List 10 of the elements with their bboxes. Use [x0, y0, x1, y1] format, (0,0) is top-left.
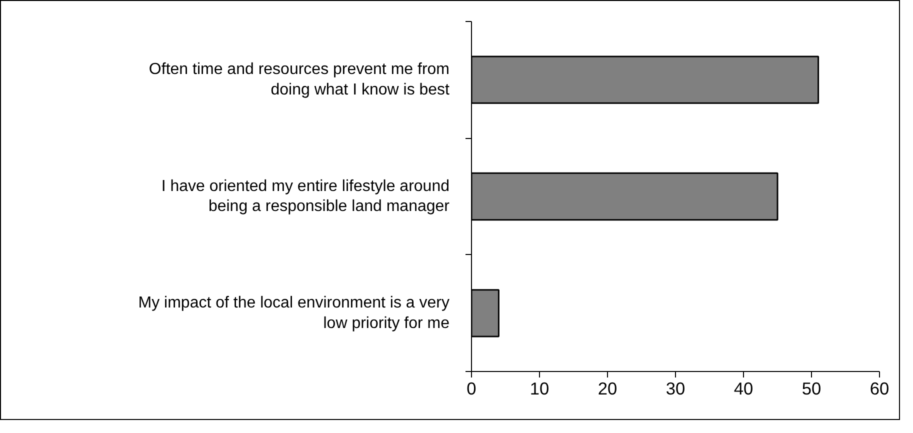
x-tick-label: 60 [870, 378, 890, 398]
y-tick-label: I have oriented my entire lifestyle around being a responsible land manager [161, 178, 450, 216]
y-tick-label: Often time and resources prevent me from doing what I know is best [148, 61, 450, 99]
x-tick-label: 20 [598, 378, 618, 398]
x-tick-label: 50 [802, 378, 822, 398]
x-tick-label: 30 [666, 378, 686, 398]
y-tick-label: My impact of the local environment is a very low priority for me [138, 294, 450, 332]
x-tick-label: 0 [466, 378, 476, 398]
x-tick-label: 40 [734, 378, 754, 398]
x-tick-label: 10 [530, 378, 550, 398]
